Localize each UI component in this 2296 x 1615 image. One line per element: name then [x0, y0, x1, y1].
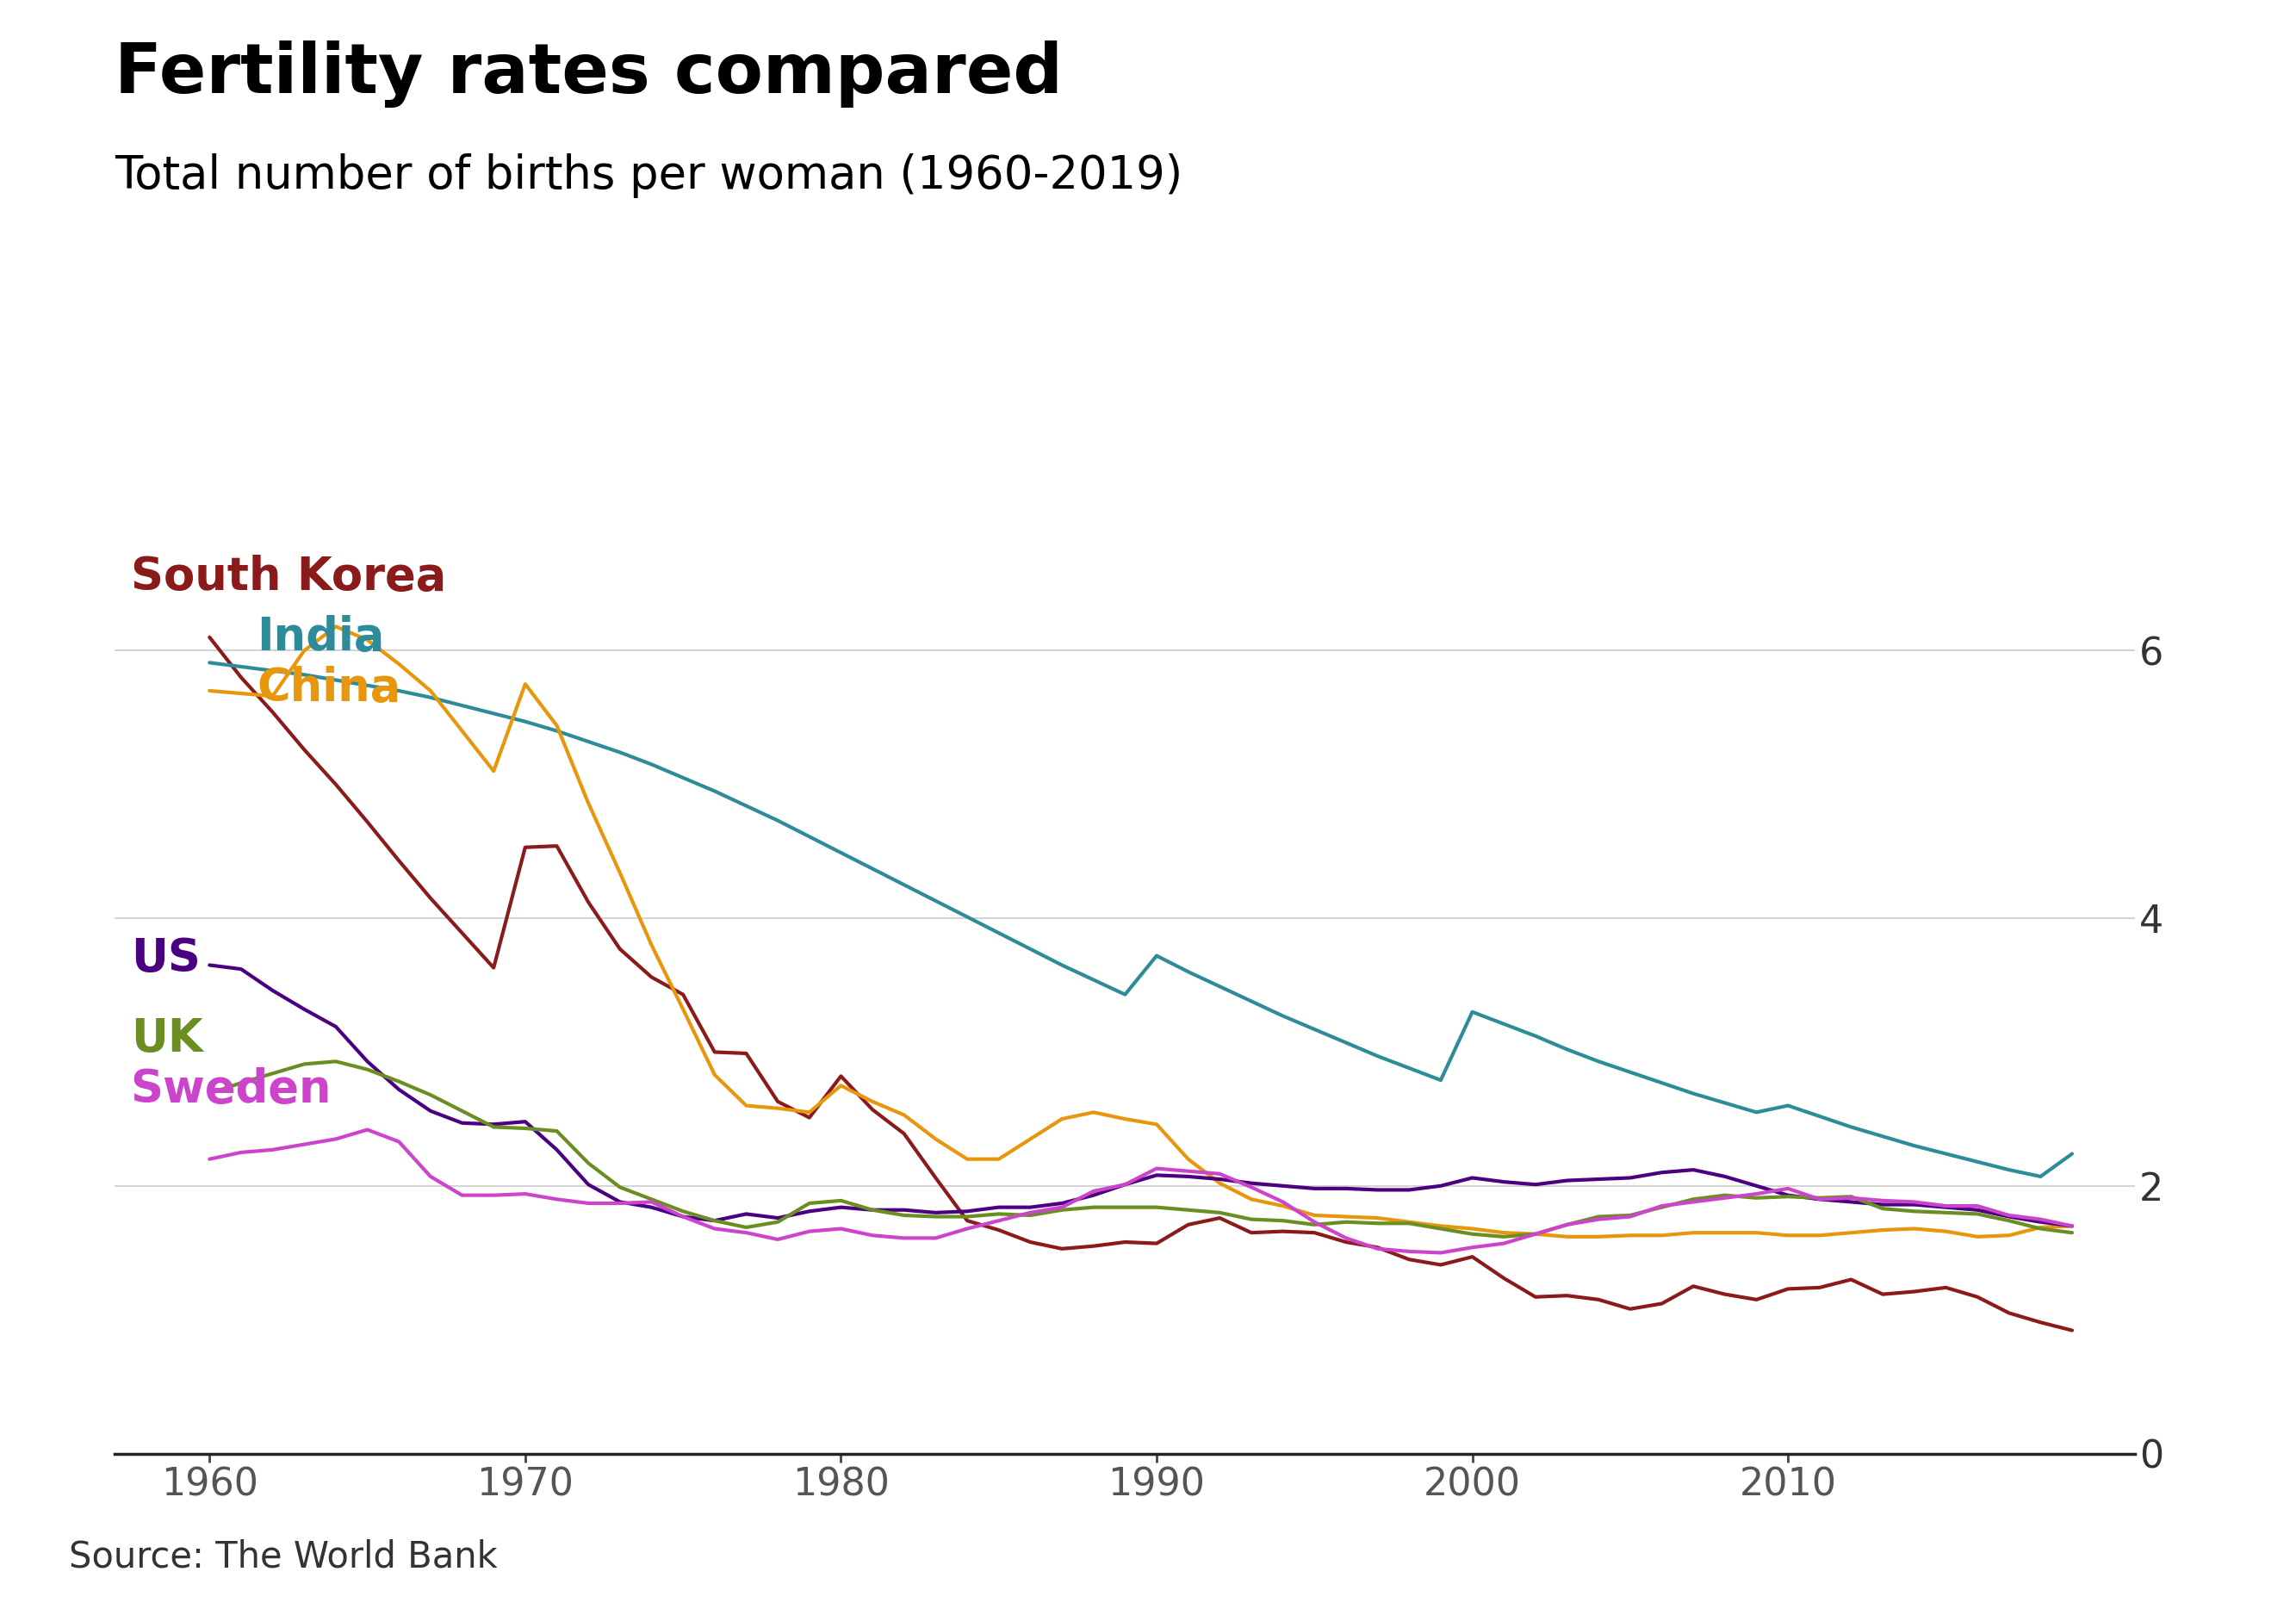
Text: South Korea: South Korea	[131, 554, 445, 599]
Text: India: India	[257, 615, 386, 659]
Text: Sweden: Sweden	[131, 1068, 331, 1111]
Text: China: China	[257, 665, 402, 711]
Text: Total number of births per woman (1960-2019): Total number of births per woman (1960-2…	[115, 153, 1182, 199]
Text: UK: UK	[131, 1016, 202, 1061]
Text: Fertility rates compared: Fertility rates compared	[115, 40, 1063, 108]
Text: Source: The World Bank: Source: The World Bank	[69, 1539, 498, 1575]
Text: US: US	[131, 937, 200, 980]
Text: BBC: BBC	[2062, 1531, 2174, 1576]
